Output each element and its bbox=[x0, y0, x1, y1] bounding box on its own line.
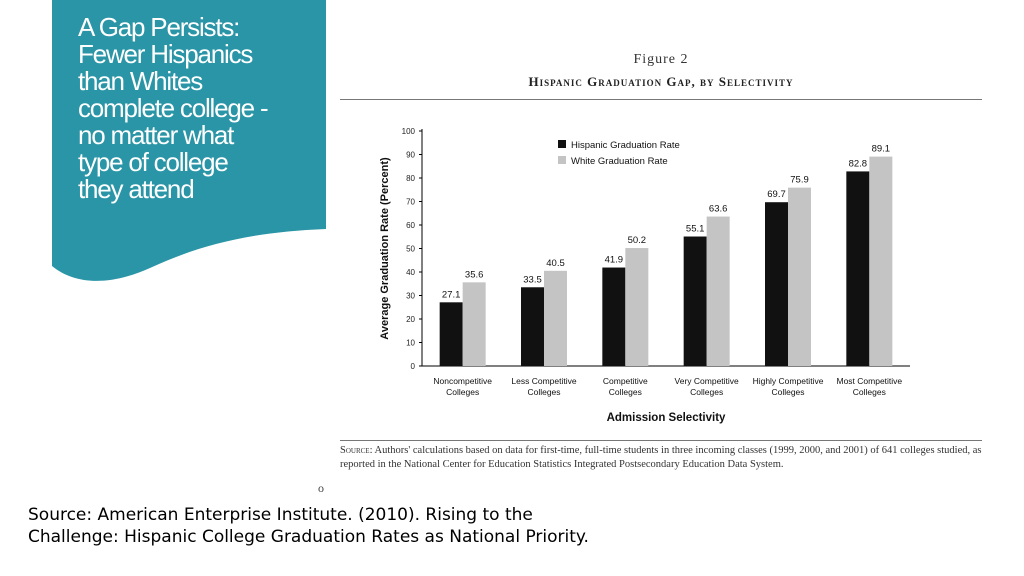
bar-value-label: 63.6 bbox=[709, 204, 728, 215]
bar bbox=[439, 302, 463, 366]
bar-value-label: 50.2 bbox=[628, 235, 647, 246]
x-tick-label: Noncompetitive bbox=[433, 376, 492, 386]
bar-chart: 0 10 20 30 40 50 60 70 80 90 100 Average Graduation… bbox=[379, 127, 910, 424]
title-banner-shape bbox=[52, 0, 326, 281]
legend-label: Hispanic Graduation Rate bbox=[571, 140, 680, 151]
bar-value-label: 33.5 bbox=[523, 274, 542, 285]
bar bbox=[625, 248, 649, 366]
bar bbox=[602, 267, 626, 366]
y-axis-label: Average Graduation Rate (Percent) bbox=[379, 157, 391, 340]
y-tick-label: 90 bbox=[406, 151, 415, 160]
bullet-marker: o bbox=[318, 481, 324, 495]
legend-label: White Graduation Rate bbox=[571, 156, 668, 167]
x-tick-label: Most Competitive bbox=[836, 376, 902, 386]
x-tick-label: Colleges bbox=[771, 387, 804, 397]
y-tick-label: 30 bbox=[406, 292, 415, 301]
bar bbox=[788, 187, 811, 366]
bar-value-label: 75.9 bbox=[790, 175, 809, 186]
x-tick-label: Highly Competitive bbox=[753, 376, 824, 386]
bar bbox=[869, 156, 893, 366]
x-tick-label: Colleges bbox=[690, 387, 723, 397]
figure-source-note: Source: Authors' calculations based on d… bbox=[340, 444, 985, 472]
bar bbox=[706, 216, 730, 366]
legend-swatch bbox=[558, 156, 566, 164]
bar-value-label: 89.1 bbox=[872, 144, 891, 155]
bar bbox=[462, 282, 486, 366]
x-axis-label: Admission Selectivity bbox=[607, 412, 726, 424]
x-tick-label: Colleges bbox=[527, 387, 560, 397]
bar-value-label: 82.8 bbox=[849, 158, 868, 169]
x-tick-label: Very Competitive bbox=[675, 376, 740, 386]
slide-title: A Gap Persists: Fewer Hispanics than Whi… bbox=[78, 12, 269, 204]
bar-value-label: 69.7 bbox=[767, 189, 786, 200]
y-tick-label: 70 bbox=[406, 198, 415, 207]
x-tick-label: Colleges bbox=[853, 387, 886, 397]
bar bbox=[846, 171, 870, 366]
y-tick-label: 50 bbox=[406, 245, 415, 254]
bar bbox=[765, 202, 788, 366]
bar bbox=[683, 236, 707, 366]
y-tick-label: 10 bbox=[406, 339, 415, 348]
figure-top-rule bbox=[340, 99, 982, 100]
bar-value-label: 40.5 bbox=[546, 258, 565, 269]
y-tick-label: 60 bbox=[406, 221, 415, 230]
figure-bottom-rule bbox=[340, 440, 982, 441]
bar bbox=[521, 287, 544, 366]
x-tick-label: Less Competitive bbox=[511, 376, 576, 386]
x-tick-label: Colleges bbox=[446, 387, 479, 397]
x-tick-label: Colleges bbox=[609, 387, 642, 397]
y-tick-label: 20 bbox=[406, 315, 415, 324]
figure-source-label: Source: bbox=[340, 445, 373, 456]
source-citation: Source: American Enterprise Institute. (… bbox=[28, 504, 648, 548]
legend-swatch bbox=[558, 140, 566, 148]
bar-value-label: 41.9 bbox=[605, 255, 624, 266]
figure-label: Figure 2 bbox=[633, 52, 689, 67]
bar-value-label: 55.1 bbox=[686, 224, 705, 235]
bar bbox=[544, 270, 567, 366]
y-tick-label: 80 bbox=[406, 174, 415, 183]
x-tick-label: Competitive bbox=[603, 376, 648, 386]
bar-value-label: 27.1 bbox=[442, 289, 461, 300]
y-tick-label: 100 bbox=[402, 127, 416, 136]
figure-source-text: Authors' calculations based on data for … bbox=[340, 445, 982, 470]
citation-line: Challenge: Hispanic College Graduation R… bbox=[28, 527, 589, 547]
citation-line: Source: American Enterprise Institute. (… bbox=[28, 505, 533, 525]
y-tick-label: 0 bbox=[411, 362, 416, 371]
figure-title: Hispanic Graduation Gap, by Selectivity bbox=[528, 74, 794, 89]
bar-value-label: 35.6 bbox=[465, 269, 484, 280]
y-tick-label: 40 bbox=[406, 268, 415, 277]
